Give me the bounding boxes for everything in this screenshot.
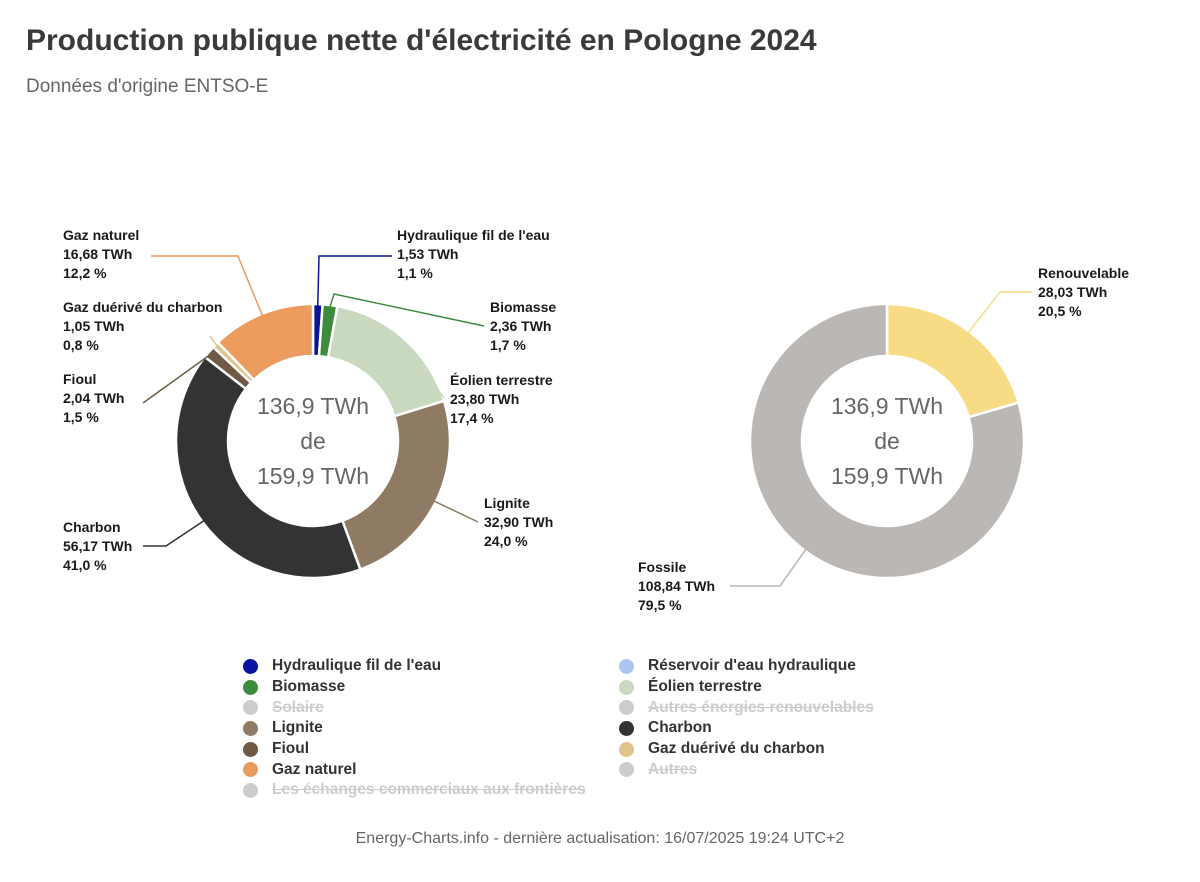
legend-label: Solaire — [272, 698, 324, 716]
connector-fossile — [730, 547, 808, 587]
center-label-line-1: 136,9 TWh — [831, 393, 943, 419]
legend-label: Biomasse — [272, 678, 346, 696]
legend-item-gaz-duerive-du-charbon[interactable]: Gaz duérivé du charbon — [616, 739, 916, 760]
connector-lignite — [432, 499, 479, 523]
connector-gaz-duerive-du-charbon — [209, 335, 219, 348]
center-label-line-1: 136,9 TWh — [257, 393, 369, 419]
legend-label: Fioul — [272, 740, 310, 758]
legend-label: Autres énergies renouvelables — [648, 698, 874, 716]
slice-charbon[interactable] — [174, 355, 362, 580]
data-label-biomasse-value: 2,36 TWh — [490, 318, 551, 334]
chart-title: Production publique nette d'électricité … — [26, 24, 817, 57]
data-label-fioul-value: 2,04 TWh — [63, 390, 124, 406]
legend-marker — [243, 679, 258, 695]
legend-marker — [619, 741, 634, 757]
slice-lignite[interactable] — [341, 399, 452, 571]
legend-label: Lignite — [272, 719, 323, 737]
data-label-fossile-percent: 79,5 % — [638, 597, 682, 613]
data-label-eolien-terrestre-percent: 17,4 % — [450, 410, 494, 426]
data-label-lignite-name: Lignite — [484, 495, 530, 511]
legend-marker — [619, 720, 634, 736]
connector-fioul — [142, 353, 212, 404]
data-label-hydraulique-fil-de-l-eau-name: Hydraulique fil de l'eau — [397, 227, 550, 243]
connector-renouvelable — [966, 291, 1032, 335]
donut-chart-renewable-fossil: Renouvelable 28,03 TWh 20,5 % Fossile 108,84… — [638, 265, 1129, 613]
legend-marker — [243, 762, 258, 778]
legend-item-autres[interactable]: Autres — [616, 759, 916, 780]
legend-label: Les échanges commerciaux aux frontières — [272, 781, 586, 799]
data-label-biomasse-name: Biomasse — [490, 299, 556, 315]
legend-item-solaire[interactable]: Solaire — [240, 697, 616, 718]
data-label-renouvelable-value: 28,03 TWh — [1038, 284, 1107, 300]
legend-item-biomasse[interactable]: Biomasse — [240, 677, 616, 698]
data-label-lignite-value: 32,90 TWh — [484, 514, 553, 530]
legend-item-hydraulique-fil-de-l-eau[interactable]: Hydraulique fil de l'eau — [240, 656, 616, 677]
connector-gaz-naturel — [151, 255, 264, 318]
data-label-renouvelable-name: Renouvelable — [1038, 265, 1129, 281]
data-label-eolien-terrestre-value: 23,80 TWh — [450, 391, 519, 407]
data-label-hydraulique-fil-de-l-eau-percent: 1,1 % — [397, 265, 433, 281]
legend-marker — [243, 658, 258, 674]
legend-marker — [243, 782, 258, 798]
data-label-gaz-duerive-du-charbon-name: Gaz duérivé du charbon — [63, 299, 222, 315]
data-label-fossile-value: 108,84 TWh — [638, 578, 715, 594]
legend-label: Réservoir d'eau hydraulique — [648, 657, 856, 675]
legend-item-les-echanges-commerciaux-aux-frontieres[interactable]: Les échanges commerciaux aux frontières — [240, 780, 616, 801]
legend-item-reservoir-d-eau-hydraulique[interactable]: Réservoir d'eau hydraulique — [616, 656, 916, 677]
data-label-fioul-percent: 1,5 % — [63, 409, 99, 425]
footer-credit: Energy-Charts.info - dernière actualisat… — [355, 830, 845, 847]
legend-marker — [619, 762, 634, 778]
data-label-gaz-naturel-value: 16,68 TWh — [63, 246, 132, 262]
legend-marker — [619, 658, 634, 674]
legend-label: Charbon — [648, 719, 712, 737]
data-label-gaz-naturel-name: Gaz naturel — [63, 227, 139, 243]
data-label-biomasse-percent: 1,7 % — [490, 337, 526, 353]
legend-marker — [243, 720, 258, 736]
data-label-fossile-name: Fossile — [638, 559, 686, 575]
legend-item-gaz-naturel[interactable]: Gaz naturel — [240, 759, 616, 780]
connector-charbon — [143, 519, 206, 547]
data-label-hydraulique-fil-de-l-eau-value: 1,53 TWh — [397, 246, 458, 262]
center-label-line-3: 159,9 TWh — [831, 463, 943, 489]
data-label-charbon-percent: 41,0 % — [63, 557, 107, 573]
legend-label: Éolien terrestre — [648, 678, 762, 696]
legend-label: Gaz duérivé du charbon — [648, 740, 825, 758]
legend: Hydraulique fil de l'eau Réservoir d'eau … — [240, 656, 920, 801]
data-label-gaz-duerive-du-charbon-value: 1,05 TWh — [63, 318, 124, 334]
center-label-line-3: 159,9 TWh — [257, 463, 369, 489]
legend-item-autres-energies-renouvelables[interactable]: Autres énergies renouvelables — [616, 697, 916, 718]
legend-item-eolien-terrestre[interactable]: Éolien terrestre — [616, 677, 916, 698]
legend-label: Autres — [648, 760, 698, 778]
connector-eolien-terrestre — [401, 340, 445, 399]
slice-gaz-naturel[interactable] — [216, 302, 315, 382]
legend-label: Gaz naturel — [272, 760, 357, 778]
donut-chart-sources: Hydraulique fil de l'eau 1,53 TWh 1,1 % Bio… — [63, 227, 556, 580]
legend-marker — [619, 700, 634, 716]
center-label-line-2: de — [300, 428, 326, 454]
legend-marker — [243, 741, 258, 757]
slice-fossile[interactable] — [748, 302, 1026, 580]
legend-marker — [619, 679, 634, 695]
data-label-gaz-naturel-percent: 12,2 % — [63, 265, 107, 281]
legend-item-lignite[interactable]: Lignite — [240, 718, 616, 739]
connector-hydraulique-fil-de-l-eau — [316, 255, 392, 308]
data-label-gaz-duerive-du-charbon-percent: 0,8 % — [63, 337, 99, 353]
legend-marker — [243, 700, 258, 716]
data-label-fioul-name: Fioul — [63, 371, 96, 387]
legend-label: Hydraulique fil de l'eau — [272, 657, 442, 675]
legend-item-charbon[interactable]: Charbon — [616, 718, 916, 739]
chart-subtitle: Données d'origine ENTSO-E — [26, 76, 269, 97]
data-label-eolien-terrestre-name: Éolien terrestre — [450, 372, 553, 388]
data-label-charbon-value: 56,17 TWh — [63, 538, 132, 554]
data-label-lignite-percent: 24,0 % — [484, 533, 528, 549]
data-label-charbon-name: Charbon — [63, 519, 121, 535]
connector-biomasse — [328, 293, 485, 327]
legend-item-fioul[interactable]: Fioul — [240, 739, 616, 760]
data-label-renouvelable-percent: 20,5 % — [1038, 303, 1082, 319]
center-label-line-2: de — [874, 428, 900, 454]
